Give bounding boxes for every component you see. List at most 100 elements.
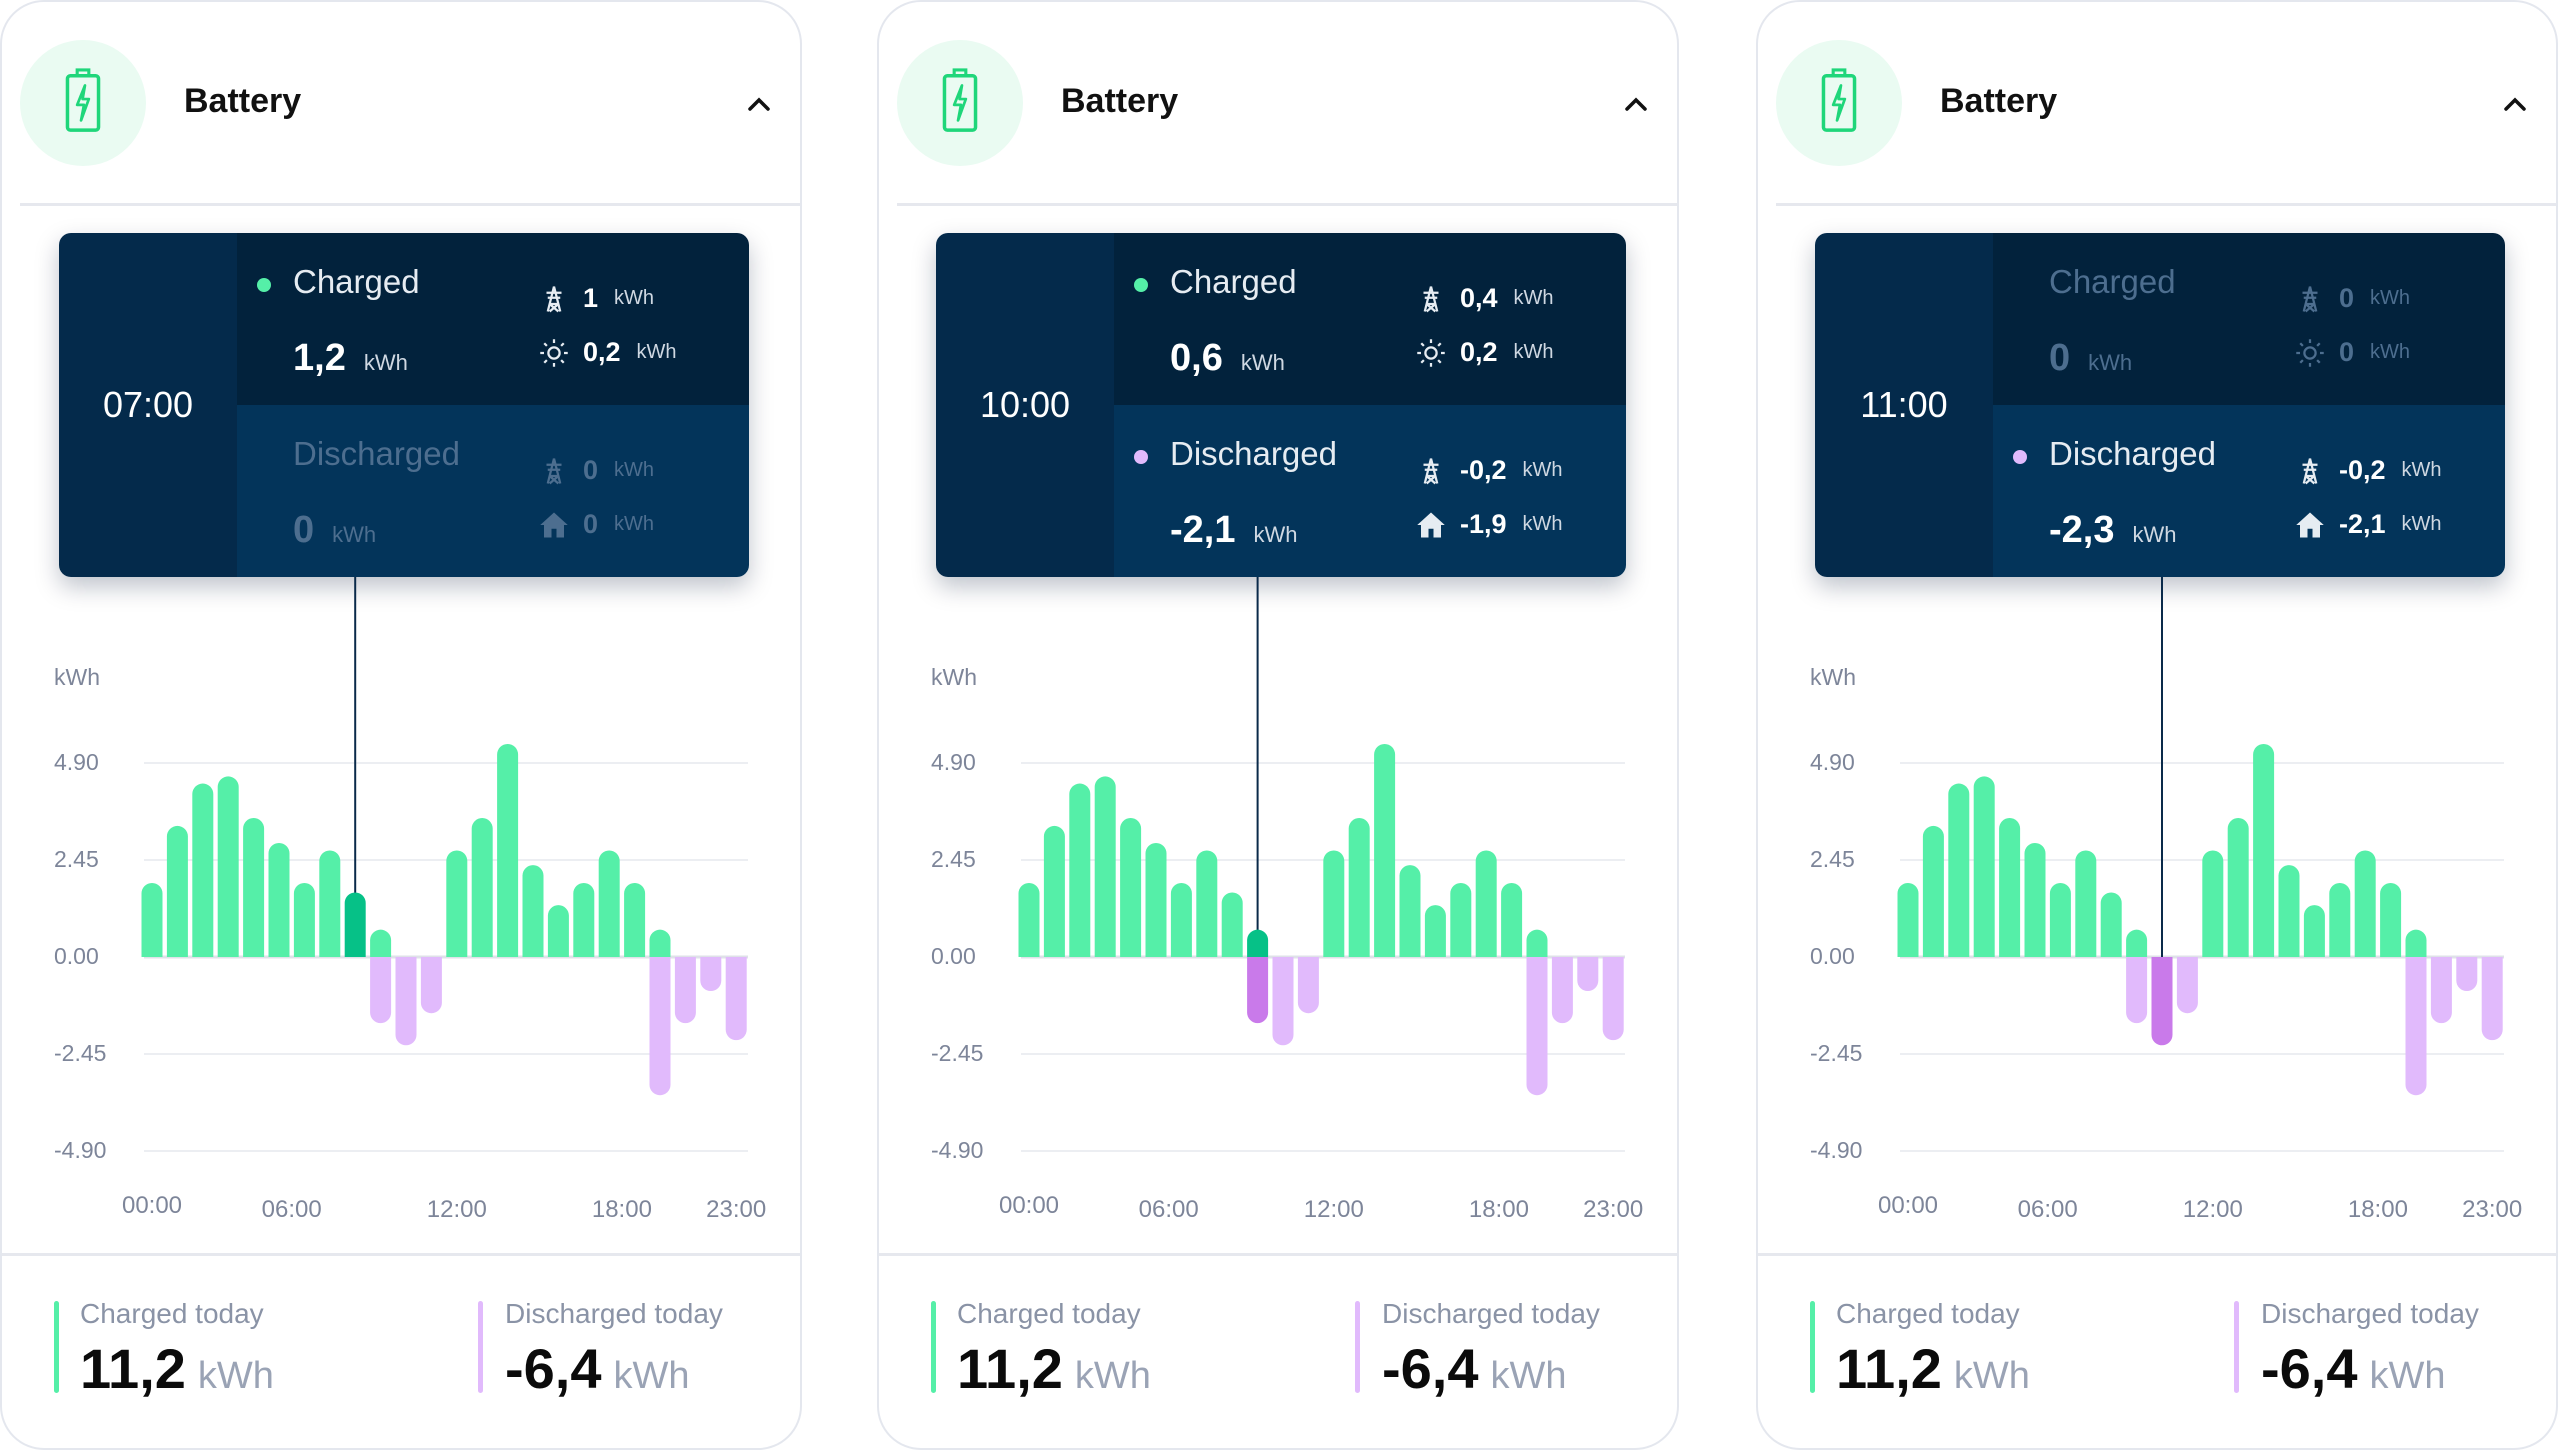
tooltip-time: 11:00 (1815, 233, 1993, 577)
discharged-today-value: -6,4 kWh (505, 1336, 690, 1401)
tooltip-charged-section: Charged 0,6 kWh 0,4 kWh 0,2 kWh (1114, 233, 1626, 405)
discharged-bar (2176, 957, 2198, 1014)
unit: kWh (1240, 350, 1285, 375)
discharged-today-label: Discharged today (2261, 1298, 2479, 1329)
value: 0,6 (1170, 337, 1223, 379)
battery-icon (1819, 67, 1859, 139)
tooltip-discharged-home-row: -2,1 kWh (2295, 509, 2442, 540)
legend-dot-charged (1134, 278, 1148, 292)
discharged-bar (420, 957, 442, 1014)
unit: kWh (2401, 513, 2442, 535)
tooltip-discharged-section: Discharged -2,1 kWh -0,2 kWh -1,9 kWh (1114, 405, 1626, 577)
charged-bar (1501, 882, 1523, 957)
value: -0,2 (1460, 455, 1507, 485)
charged-bar (2354, 850, 2376, 957)
value: 0 (2339, 337, 2355, 367)
tooltip-charged-label: Charged (1170, 263, 1297, 300)
sun-icon (2295, 338, 2325, 368)
tooltip-discharged-label: Discharged (2049, 435, 2216, 472)
discharged-bar (1602, 957, 1624, 1041)
unit: kWh (2132, 522, 2177, 547)
collapse-chevron-up-icon[interactable] (1621, 92, 1651, 116)
hour-tooltip: 11:00 Charged 0 kWh 0 kWh 0 kWh Discharged -2,3 kW… (1815, 233, 2505, 577)
unit: kWh (1490, 1355, 1567, 1397)
discharged-today-value: -6,4 kWh (1382, 1336, 1567, 1401)
tooltip-discharged-section: Discharged -2,3 kWh -0,2 kWh -2,1 kWh (1993, 405, 2505, 577)
tooltip-charged-solar-row: 0,2 kWh (539, 337, 677, 368)
collapse-chevron-up-icon[interactable] (2500, 92, 2530, 116)
unit: kWh (363, 350, 408, 375)
discharged-bar (649, 957, 671, 1096)
x-tick-label: 12:00 (1303, 1196, 1364, 1223)
charged-bar (1948, 783, 1970, 957)
charged-bar (192, 783, 214, 957)
charged-bar (624, 882, 646, 957)
discharged-bar (2151, 957, 2173, 1046)
tooltip-discharged-home-row: -1,9 kWh (1416, 509, 1563, 540)
discharged-today-accent (478, 1301, 483, 1393)
charged-bar (1475, 850, 1497, 957)
charged-today-accent (54, 1301, 59, 1393)
y-tick-label: 4.90 (1810, 748, 1855, 775)
tooltip-discharged-value: -2,3 kWh (2049, 509, 2176, 552)
charged-bar (293, 882, 315, 957)
unit: kWh (2088, 350, 2133, 375)
tooltip-charged-label: Charged (293, 263, 420, 300)
tooltip-discharged-grid-row: 0 kWh (539, 455, 654, 486)
tooltip-discharged-grid-row: -0,2 kWh (2295, 455, 2442, 486)
value: -2,1 (2339, 509, 2386, 539)
collapse-chevron-up-icon[interactable] (744, 92, 774, 116)
card-title: Battery (1061, 82, 1179, 120)
bar-chart (1897, 577, 2504, 1152)
charged-bar (2303, 905, 2325, 957)
discharged-bar (700, 957, 722, 992)
charged-bar (2049, 882, 2071, 957)
y-tick-label: 0.00 (1810, 943, 1855, 969)
y-tick-label: -4.90 (54, 1137, 107, 1164)
discharged-bar (1551, 957, 1573, 1024)
discharged-today-value: -6,4 kWh (2261, 1336, 2446, 1401)
value: -2,3 (2049, 509, 2115, 551)
value: -1,9 (1460, 509, 1507, 539)
unit: kWh (2370, 341, 2411, 363)
charged-bar (573, 882, 595, 957)
charged-bar (1043, 825, 1065, 957)
discharged-bar (2126, 957, 2148, 1024)
tooltip-charged-label: Charged (2049, 263, 2176, 300)
tooltip-charged-section: Charged 0 kWh 0 kWh 0 kWh (1993, 233, 2505, 405)
tooltip-discharged-value: -2,1 kWh (1170, 509, 1297, 552)
power-pylon-icon (1416, 284, 1446, 314)
charged-bar (1018, 882, 1040, 957)
footer-divider (1758, 1253, 2556, 1256)
unit: kWh (1513, 287, 1554, 309)
battery-icon-badge (897, 40, 1023, 166)
tooltip-charged-grid-row: 1 kWh (539, 283, 654, 314)
tooltip-charged-grid-row: 0 kWh (2295, 283, 2410, 314)
battery-icon-badge (20, 40, 146, 166)
charged-bar (1922, 825, 1944, 957)
discharged-bar (1297, 957, 1319, 1014)
y-axis-unit-label: kWh (931, 664, 977, 690)
tooltip-charged-solar-row: 0,2 kWh (1416, 337, 1554, 368)
y-tick-label: -4.90 (931, 1137, 984, 1164)
charged-bar (217, 776, 239, 957)
value: 1,2 (293, 337, 346, 379)
battery-icon-badge (1776, 40, 1902, 166)
y-tick-label: 0.00 (54, 943, 99, 969)
x-tick-label: 00:00 (998, 1192, 1060, 1219)
value: 1 (583, 283, 599, 313)
charged-bar (1526, 929, 1548, 957)
legend-dot-discharged (1134, 450, 1148, 464)
charged-bar (471, 818, 493, 957)
value: 0,2 (1460, 337, 1498, 367)
bar-chart (141, 577, 748, 1152)
card-title: Battery (1940, 82, 2058, 120)
charged-bar (2024, 842, 2046, 957)
tooltip-discharged-grid-row: -0,2 kWh (1416, 455, 1563, 486)
y-tick-label: 4.90 (54, 748, 99, 775)
value: -6,4 (2261, 1337, 2358, 1400)
charged-today-accent (931, 1301, 936, 1393)
charged-bar (1973, 776, 1995, 957)
charged-bar (1424, 905, 1446, 957)
charged-bar (522, 865, 544, 957)
